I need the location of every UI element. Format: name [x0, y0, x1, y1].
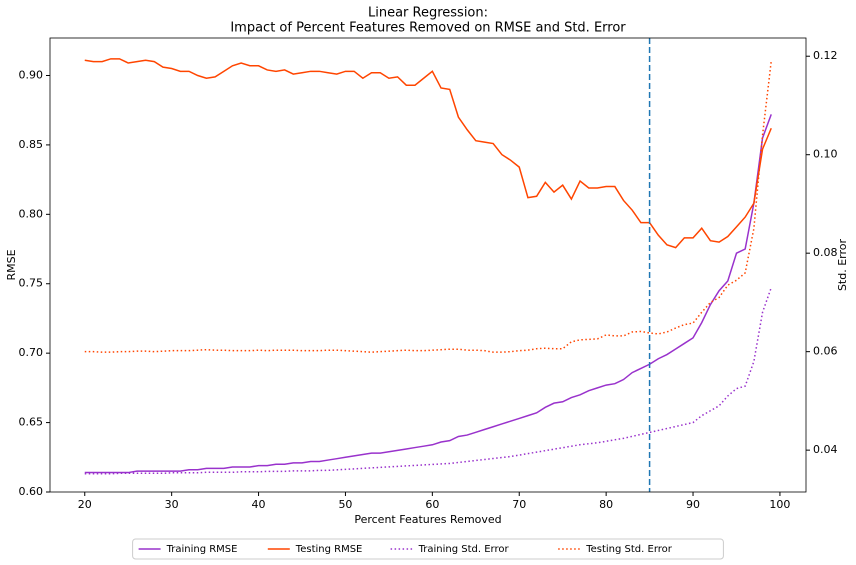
x-tick-label: 60 [425, 498, 439, 511]
plot-frame [49, 37, 807, 493]
y-tick-label: 0.65 [19, 416, 44, 429]
y2-tick-label: 0.06 [813, 345, 838, 358]
y-tick-label: 0.60 [19, 485, 44, 498]
series-line [84, 114, 772, 474]
x-tick-label: 20 [78, 498, 92, 511]
y-axis-label: RMSE [5, 249, 18, 280]
series-line [84, 58, 772, 249]
legend-label: Testing Std. Error [585, 544, 673, 555]
y2-tick-label: 0.04 [813, 443, 838, 456]
x-tick-label: 80 [599, 498, 613, 511]
x-tick-label: 70 [512, 498, 526, 511]
legend: Training RMSE Testing RMSE Training Std. E… [132, 538, 724, 560]
y-tick-label: 0.75 [19, 277, 44, 290]
x-tick-label: 50 [338, 498, 352, 511]
legend-box [132, 538, 724, 560]
x-tick-label: 100 [769, 498, 790, 511]
y-tick-label: 0.70 [19, 346, 44, 359]
legend-label: Testing RMSE [295, 544, 363, 555]
legend-label: Training RMSE [166, 544, 238, 555]
x-tick-label: 40 [252, 498, 266, 511]
y-tick-label: 0.85 [19, 138, 44, 151]
y2-tick-label: 0.10 [813, 148, 838, 161]
x-tick-label: 30 [165, 498, 179, 511]
y2-axis-label: Std. Error [836, 238, 849, 291]
x-axis-label: Percent Features Removed [354, 513, 501, 526]
chart-title: Linear Regression: [368, 6, 488, 21]
y2-tick-label: 0.08 [813, 246, 838, 259]
y-tick-label: 0.90 [19, 68, 44, 81]
chart-subtitle: Impact of Percent Features Removed on RM… [230, 21, 626, 36]
y-tick-label: 0.80 [19, 207, 44, 220]
series-line [84, 61, 772, 353]
legend-label: Training Std. Error [418, 544, 510, 555]
x-tick-label: 90 [686, 498, 700, 511]
y2-tick-label: 0.12 [813, 49, 838, 62]
